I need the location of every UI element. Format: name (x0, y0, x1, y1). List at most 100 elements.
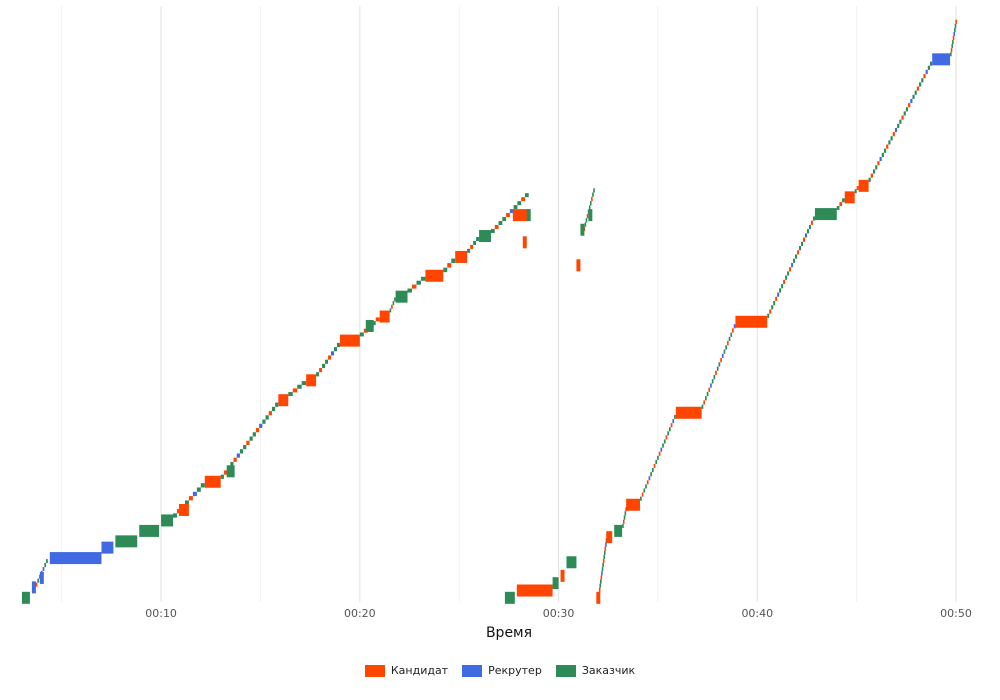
timeline-tick-segment (336, 342, 340, 348)
timeline-tick-segment (236, 453, 240, 458)
timeline-tick-segment (705, 396, 707, 401)
timeline-tick-segment (670, 423, 673, 428)
timeline-tick-segment (447, 263, 452, 268)
timeline-tick-segment (646, 480, 649, 485)
timeline-tick-segment (363, 328, 368, 333)
timeline-tick-segment (721, 353, 724, 359)
timeline-tick-segment (836, 205, 840, 210)
timeline-tick-segment (908, 103, 911, 108)
timeline-tick-segment (389, 308, 392, 313)
timeline-tick-segment (268, 411, 272, 416)
timeline-tick-segment (249, 436, 253, 441)
timeline-tick-segment (779, 288, 782, 293)
timeline-tick-segment (879, 156, 882, 162)
timeline-tick-segment (953, 31, 955, 36)
timeline-tick-segment (184, 500, 189, 505)
timeline-tick-segment (490, 228, 495, 233)
timeline-segment (606, 531, 613, 544)
timeline-tick-segment (711, 379, 714, 384)
timeline-tick-segment (716, 366, 719, 371)
timeline-segment (588, 209, 593, 222)
timeline-tick-segment (715, 370, 717, 375)
timeline-tick-segment (875, 165, 878, 170)
timeline-tick-segment (589, 201, 592, 206)
x-axis-title: Время (486, 625, 532, 641)
timeline-tick-segment (910, 98, 913, 104)
timeline-tick-segment (950, 48, 953, 53)
timeline-tick-segment (502, 217, 507, 222)
timeline-segment (552, 577, 559, 590)
timeline-tick-segment (657, 455, 659, 460)
timeline-segment (49, 552, 102, 565)
timeline-tick-segment (624, 511, 627, 516)
legend-label-candidate: Кандидат (390, 664, 449, 677)
timeline-tick-segment (292, 388, 298, 393)
timeline-tick-segment (767, 313, 770, 318)
timeline-tick-segment (288, 392, 293, 397)
timeline-tick-segment (810, 220, 813, 225)
timeline-tick-segment (416, 280, 421, 285)
timeline-tick-segment (271, 406, 276, 412)
timeline-segment (425, 269, 444, 282)
legend-item-customer: Заказчик (555, 664, 636, 677)
timeline-tick-segment (640, 496, 642, 501)
timeline-tick-segment (660, 447, 663, 452)
timeline-tick-segment (509, 209, 514, 214)
timeline-tick-segment (899, 119, 902, 124)
timeline-tick-segment (586, 213, 589, 219)
timeline-tick-segment (674, 414, 676, 420)
timeline-tick-segment (708, 387, 711, 392)
timeline-tick-segment (803, 237, 805, 242)
timeline-tick-segment (394, 297, 396, 302)
timeline-tick-segment (643, 488, 646, 493)
timeline-tick-segment (877, 161, 880, 166)
timeline-tick-segment (176, 509, 181, 514)
timeline-tick-segment (392, 301, 395, 306)
timeline-tick-segment (275, 402, 279, 407)
timeline-tick-segment (868, 177, 871, 182)
timeline-tick-segment (667, 431, 669, 436)
timeline-tick-segment (806, 229, 809, 234)
segment-layer (21, 19, 957, 604)
timeline-segment (178, 503, 189, 516)
timeline-tick-segment (791, 262, 794, 268)
timeline-tick-segment (623, 515, 626, 520)
timeline-segment (226, 465, 235, 478)
timeline-tick-segment (927, 65, 930, 70)
timeline-segment (31, 581, 36, 594)
timeline-tick-segment (230, 461, 234, 467)
x-tick-label: 00:20 (344, 607, 376, 620)
timeline-tick-segment (812, 216, 815, 221)
timeline-tick-segment (662, 443, 664, 448)
timeline-tick-segment (919, 82, 922, 87)
timeline-segment (479, 230, 491, 243)
timeline-tick-segment (188, 496, 193, 501)
timeline-tick-segment (954, 23, 957, 28)
timeline-tick-segment (773, 300, 776, 306)
timeline-tick-segment (200, 483, 205, 488)
timeline-tick-segment (262, 419, 266, 424)
timeline-tick-segment (769, 309, 772, 314)
timeline-tick-segment (600, 575, 603, 580)
timeline-tick-segment (622, 519, 625, 524)
timeline-tick-segment (604, 546, 607, 551)
timeline-tick-segment (585, 218, 588, 223)
timeline-tick-segment (914, 90, 917, 95)
timeline-tick-segment (593, 188, 595, 193)
timeline-tick-segment (783, 279, 786, 285)
timeline-tick-segment (653, 463, 656, 469)
timeline-tick-segment (777, 292, 780, 297)
timeline-segment (101, 541, 114, 554)
timeline-segment (576, 259, 581, 272)
timeline-tick-segment (897, 123, 900, 128)
timeline-tick-segment (720, 358, 722, 363)
timeline-tick-segment (443, 267, 448, 273)
timeline-segment (39, 571, 44, 584)
legend-label-customer: Заказчик (581, 664, 636, 677)
timeline-segment (204, 475, 221, 488)
timeline-tick-segment (801, 241, 803, 247)
timeline-tick-segment (771, 305, 774, 310)
timeline-tick-segment (881, 152, 884, 157)
timeline-tick-segment (599, 583, 602, 588)
timeline-tick-segment (592, 192, 594, 197)
